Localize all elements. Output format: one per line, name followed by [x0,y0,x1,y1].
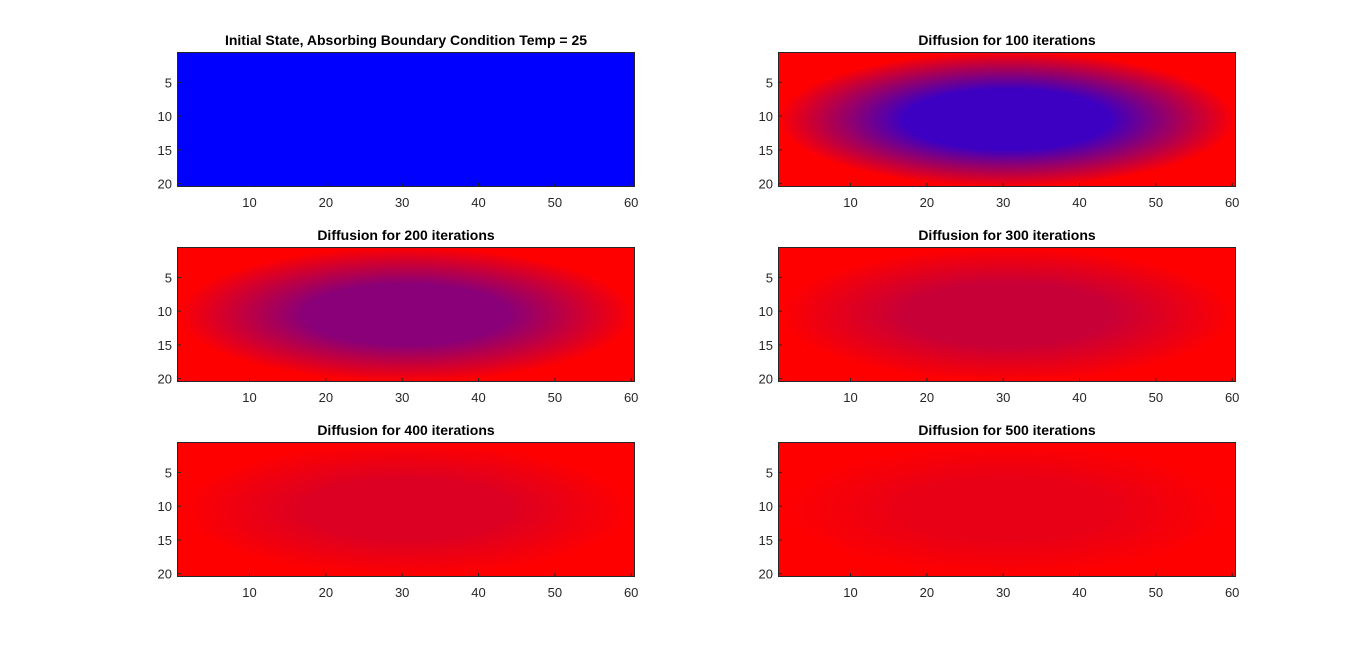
axes-frame [177,247,635,382]
x-tick-label: 40 [471,195,485,210]
x-tick-label: 10 [242,585,256,600]
x-tick-label: 60 [1225,585,1239,600]
x-tick-label: 30 [996,585,1010,600]
y-tick-label: 15 [158,338,172,353]
x-tick-label: 50 [548,390,562,405]
y-tick-label: 10 [759,304,773,319]
y-tick-label: 20 [759,177,773,192]
x-tick-label: 40 [471,585,485,600]
panel-title: Diffusion for 200 iterations [317,227,495,243]
x-tick-label: 60 [624,390,638,405]
y-tick-label: 15 [759,143,773,158]
heatmap-field [778,442,1236,577]
x-tick-label: 20 [920,390,934,405]
heatmap-field [177,247,635,382]
y-tick-label: 5 [766,270,773,285]
x-tick-label: 50 [548,585,562,600]
axes-frame [778,52,1236,187]
x-tick-label: 20 [920,195,934,210]
heatmap-field [778,247,1236,382]
x-tick-label: 50 [548,195,562,210]
y-tick-label: 15 [759,338,773,353]
x-tick-label: 30 [996,390,1010,405]
y-tick-label: 20 [759,567,773,582]
y-tick-label: 5 [766,465,773,480]
x-tick-label: 60 [624,585,638,600]
subplot-4: Diffusion for 300 iterations 10 20 30 40 50 60… [759,227,1240,405]
x-tick-label: 50 [1149,390,1163,405]
x-tick-label: 10 [843,390,857,405]
x-tick-label: 30 [395,585,409,600]
x-tick-label: 20 [319,585,333,600]
x-tick-label: 50 [1149,585,1163,600]
x-tick-label: 20 [319,390,333,405]
x-tick-label: 40 [1072,390,1086,405]
y-tick-label: 5 [165,270,172,285]
panel-title: Diffusion for 300 iterations [918,227,1096,243]
y-tick-label: 5 [165,465,172,480]
y-tick-label: 20 [158,177,172,192]
x-tick-label: 60 [1225,390,1239,405]
x-tick-label: 20 [319,195,333,210]
x-tick-label: 10 [242,390,256,405]
x-tick-label: 30 [395,390,409,405]
axes-frame [778,442,1236,577]
x-tick-label: 40 [1072,585,1086,600]
y-tick-label: 20 [759,372,773,387]
panel-title: Initial State, Absorbing Boundary Condit… [225,32,587,48]
y-tick-label: 15 [158,533,172,548]
subplot-3: Diffusion for 200 iterations 10 20 30 40 50 60… [158,227,639,405]
x-tick-label: 60 [1225,195,1239,210]
x-tick-label: 20 [920,585,934,600]
x-tick-label: 10 [843,195,857,210]
x-tick-label: 30 [395,195,409,210]
axes-frame [177,52,635,187]
y-tick-label: 10 [158,304,172,319]
subplot-2: Diffusion for 100 iterations 10 20 30 40 50 60… [759,32,1240,210]
axes-frame [778,247,1236,382]
y-tick-label: 15 [759,533,773,548]
panel-title: Diffusion for 500 iterations [918,422,1096,438]
y-tick-label: 5 [766,75,773,90]
y-tick-label: 10 [158,109,172,124]
heatmap-field [177,442,635,577]
y-tick-label: 20 [158,567,172,582]
x-tick-label: 60 [624,195,638,210]
y-tick-label: 10 [759,109,773,124]
panel-title: Diffusion for 400 iterations [317,422,495,438]
panel-title: Diffusion for 100 iterations [918,32,1096,48]
subplot-1: Initial State, Absorbing Boundary Condit… [158,32,639,210]
y-tick-label: 5 [165,75,172,90]
heatmap-field [177,52,635,187]
x-tick-label: 10 [843,585,857,600]
x-tick-label: 50 [1149,195,1163,210]
x-tick-label: 40 [471,390,485,405]
y-tick-label: 10 [759,499,773,514]
y-tick-label: 10 [158,499,172,514]
y-tick-label: 20 [158,372,172,387]
heatmap-field [778,52,1236,187]
subplot-6: Diffusion for 500 iterations 10 20 30 40 50 60… [759,422,1240,600]
x-tick-label: 30 [996,195,1010,210]
subplot-5: Diffusion for 400 iterations 10 20 30 40 50 60… [158,422,639,600]
x-tick-label: 40 [1072,195,1086,210]
y-tick-label: 15 [158,143,172,158]
axes-frame [177,442,635,577]
x-tick-label: 10 [242,195,256,210]
